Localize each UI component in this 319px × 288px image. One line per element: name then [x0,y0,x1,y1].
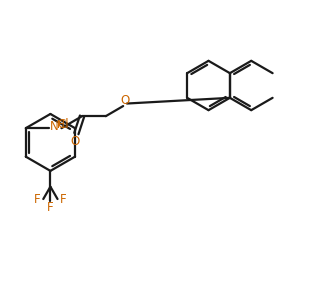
Text: O: O [121,94,130,107]
Text: F: F [47,201,54,214]
Text: Cl: Cl [57,118,69,131]
Text: F: F [34,192,41,206]
Text: F: F [60,192,67,206]
Text: H: H [57,120,64,130]
Text: N: N [50,120,59,133]
Text: O: O [70,135,79,148]
